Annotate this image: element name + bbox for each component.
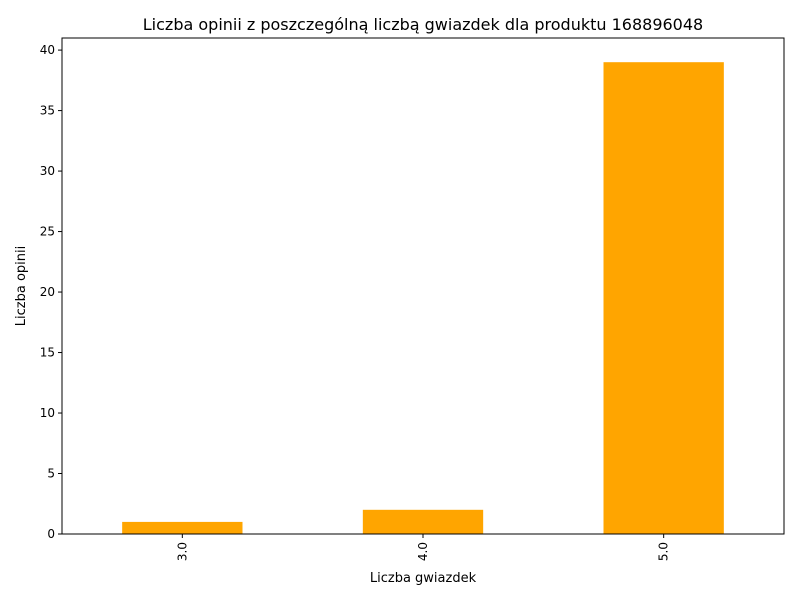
y-axis-label: Liczba opinii	[14, 246, 29, 326]
y-tick-label: 15	[40, 346, 55, 360]
bar-5.0	[603, 62, 724, 534]
y-tick-label: 30	[40, 164, 55, 178]
y-tick-label: 20	[40, 285, 55, 299]
x-axis-label: Liczba gwiazdek	[370, 571, 477, 586]
y-tick-label: 35	[40, 104, 55, 118]
y-tick-label: 10	[40, 406, 55, 420]
plot-frame	[61, 37, 785, 535]
x-tick-label: 4.0	[416, 542, 430, 561]
x-axis-ticks: 3.0 4.0 5.0	[175, 534, 671, 561]
x-tick-label: 3.0	[175, 542, 189, 561]
bar-4.0	[362, 509, 484, 534]
y-tick-label: 5	[47, 467, 55, 481]
x-tick-label: 5.0	[657, 542, 671, 561]
bars-group	[122, 62, 724, 534]
y-tick-label: 25	[40, 225, 55, 239]
chart-title: Liczba opinii z poszczególną liczbą gwia…	[143, 15, 703, 34]
y-tick-label: 0	[47, 527, 55, 541]
bar-3.0	[122, 521, 243, 534]
y-tick-label: 40	[40, 43, 55, 57]
y-axis-ticks: 0 5 10 15 20 25 30 35 40	[40, 43, 62, 541]
